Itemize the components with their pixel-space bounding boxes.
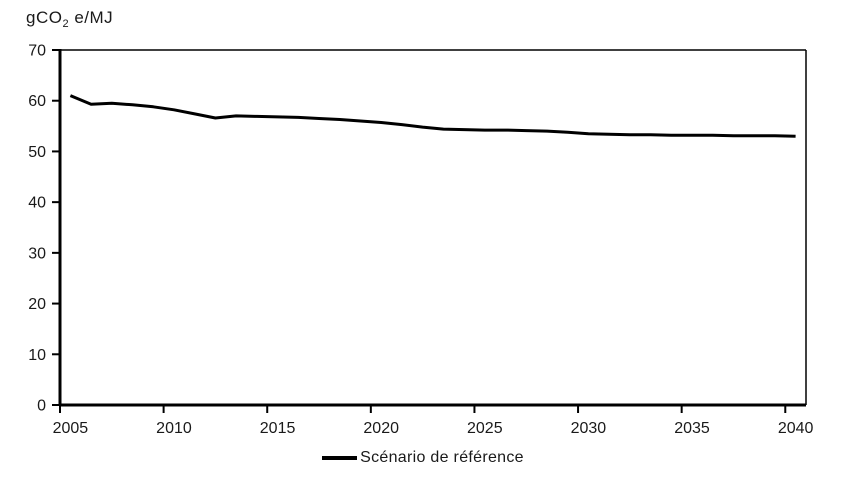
x-tick-label: 2015 <box>260 420 296 437</box>
x-tick-label: 2005 <box>53 420 89 437</box>
x-tick-label: 2035 <box>674 420 710 437</box>
x-tick-label: 2020 <box>363 420 399 437</box>
x-tick-label: 2040 <box>778 420 814 437</box>
x-tick-label: 2010 <box>156 420 192 437</box>
y-tick-label: 30 <box>28 245 46 262</box>
legend-line-marker <box>322 456 358 460</box>
y-axis-unit-subscript: 2 <box>62 18 70 30</box>
y-tick-label: 60 <box>28 93 46 110</box>
y-tick-label: 40 <box>28 195 46 212</box>
y-tick-label: 20 <box>28 296 46 313</box>
legend: Scénario de référence <box>0 449 846 467</box>
y-tick-label: 50 <box>28 144 46 161</box>
legend-label: Scénario de référence <box>360 449 524 466</box>
y-tick-label: 70 <box>28 43 46 60</box>
y-tick-label: 10 <box>28 347 46 364</box>
y-axis-unit-prefix: gCO <box>26 8 63 27</box>
series-line <box>69 94 796 138</box>
x-tick-label: 2030 <box>571 420 607 437</box>
y-tick-label: 0 <box>37 398 46 415</box>
y-axis-unit-label: gCO2 e/MJ <box>26 8 114 30</box>
y-axis-unit-suffix: e/MJ <box>69 8 114 27</box>
x-tick-label: 2025 <box>467 420 503 437</box>
